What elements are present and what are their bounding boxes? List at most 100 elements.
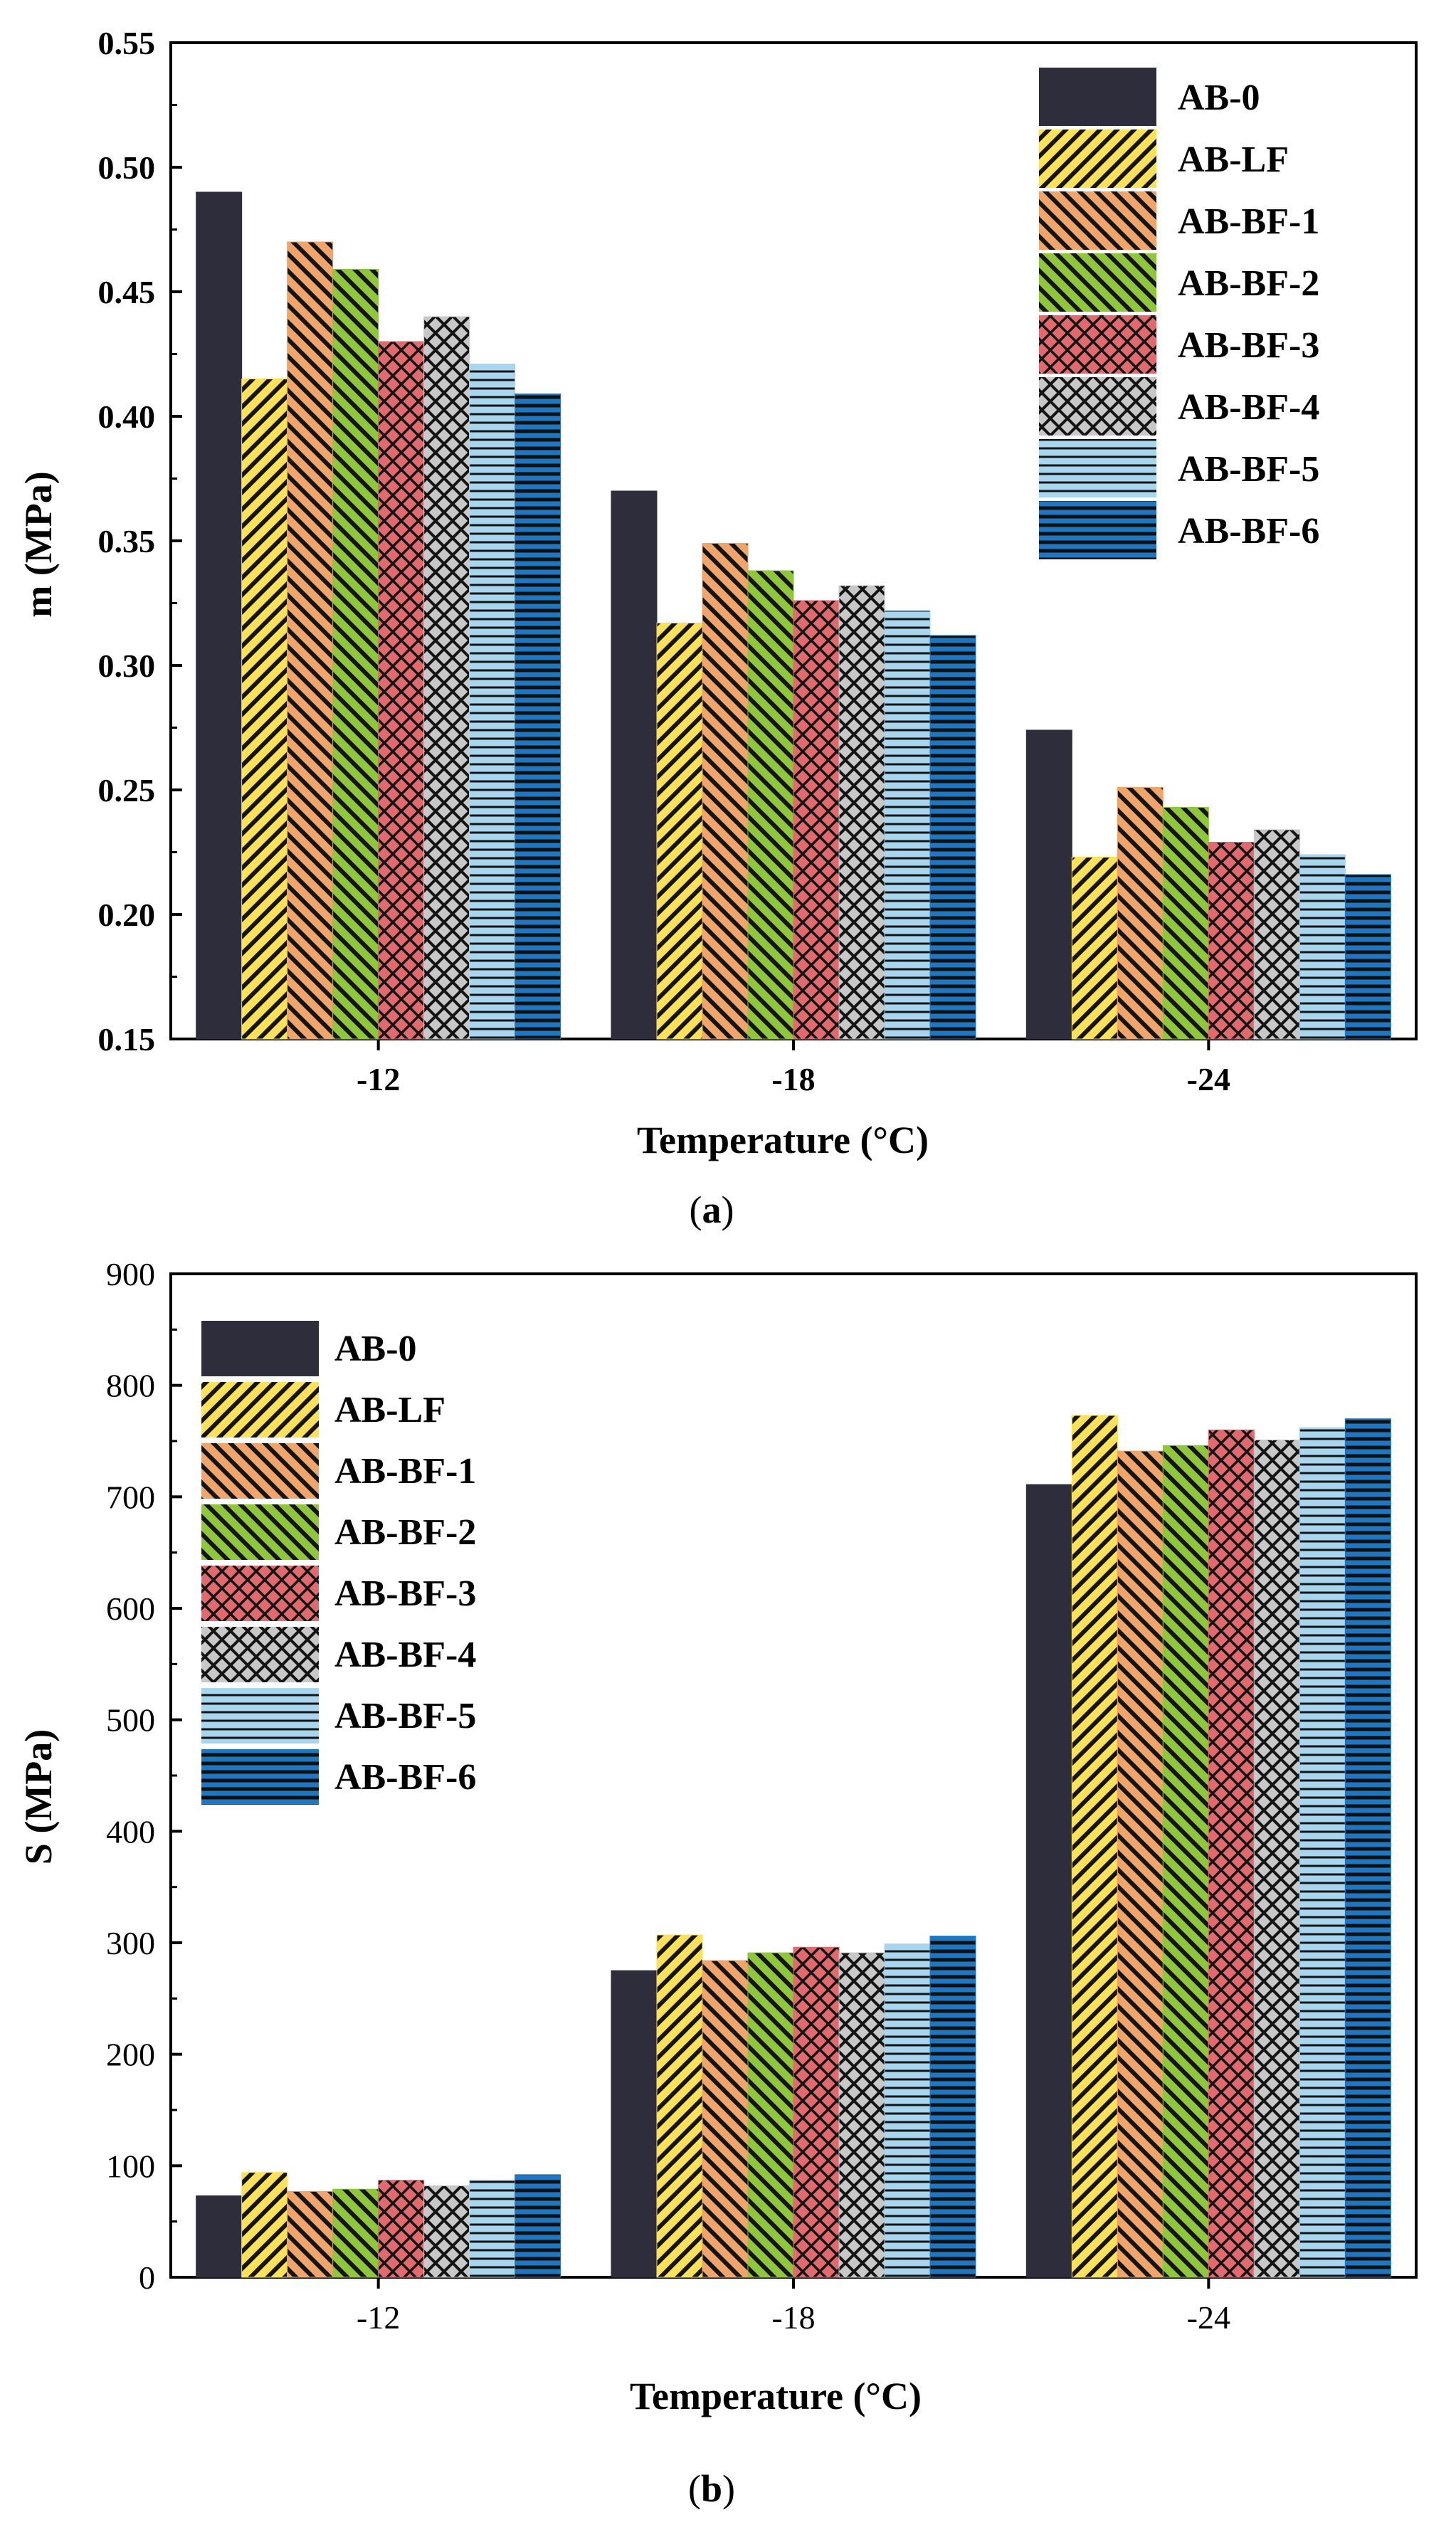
bar-ab-bf-3-minus12 [378, 2180, 425, 2278]
bar-ab-bf-2-minus18 [747, 1952, 794, 2278]
y-tick-label: 0.15 [98, 1021, 156, 1057]
y-tick-label: 0.30 [98, 648, 156, 684]
legend-swatch-ab-lf [201, 1382, 319, 1438]
svg-text:(b): (b) [688, 2467, 735, 2510]
y-tick-label: 800 [106, 1368, 155, 1404]
legend-swatch-ab-bf-6 [1039, 501, 1156, 559]
legend-swatch-ab-0 [1039, 68, 1156, 126]
bar-ab-bf-1-minus18 [702, 1960, 749, 2278]
bar-ab-bf-4-minus24 [1253, 829, 1300, 1040]
y-tick-label: 100 [106, 2148, 155, 2184]
legend: AB-0 AB-LF AB-BF-1 AB-BF-2 AB-BF-3 AB-BF-4 AB-… [201, 1321, 476, 1805]
legend-label: AB-BF-3 [334, 1573, 476, 1614]
x-tick-label: -18 [771, 1061, 815, 1097]
bar-ab-lf-minus12 [241, 379, 288, 1040]
y-tick-label: 0.35 [98, 523, 156, 559]
x-axis-label: Temperature (°C) [637, 1119, 929, 1161]
legend-swatch-ab-bf-4 [201, 1627, 319, 1682]
legend-swatch-ab-bf-5 [1039, 439, 1156, 497]
legend-label: AB-BF-3 [1178, 325, 1319, 366]
legend-label: AB-0 [1178, 78, 1260, 118]
bar-ab-bf-3-minus24 [1208, 1429, 1255, 2278]
legend-swatch-ab-bf-6 [201, 1749, 319, 1805]
panel-label: (a) [690, 1188, 734, 1231]
bar-ab-lf-minus18 [656, 623, 703, 1040]
bar-ab-bf-6-minus18 [929, 1936, 976, 2278]
y-tick-label: 700 [106, 1479, 155, 1515]
bar-ab-0-minus12 [196, 2195, 243, 2278]
bar-ab-bf-4-minus18 [838, 585, 885, 1040]
bar-ab-0-minus12 [196, 191, 243, 1040]
bar-ab-lf-minus24 [1071, 857, 1118, 1040]
legend-swatch-ab-bf-2 [1039, 253, 1156, 312]
bar-ab-bf-6-minus12 [515, 394, 561, 1040]
bar-ab-bf-4-minus18 [838, 1952, 885, 2278]
bar-ab-bf-5-minus18 [884, 610, 931, 1040]
bar-ab-bf-5-minus18 [884, 1943, 931, 2278]
legend-label: AB-BF-2 [334, 1512, 476, 1553]
legend-label: AB-BF-5 [1178, 449, 1319, 490]
y-tick-label: 300 [106, 1925, 155, 1961]
bar-ab-bf-6-minus24 [1344, 874, 1391, 1040]
bar-ab-bf-6-minus12 [515, 2174, 561, 2278]
bar-ab-bf-1-minus12 [287, 2190, 334, 2278]
y-tick-label: 900 [106, 1256, 155, 1292]
x-tick-label: -24 [1187, 1061, 1230, 1097]
bar-ab-bf-2-minus24 [1162, 1445, 1209, 2278]
legend-label: AB-BF-4 [1178, 387, 1319, 428]
legend-label: AB-BF-1 [1178, 201, 1319, 242]
y-axis-label: m (MPa) [17, 471, 60, 617]
bar-ab-bf-2-minus12 [332, 269, 379, 1040]
bar-ab-0-minus24 [1025, 1484, 1072, 2278]
bar-ab-bf-3-minus24 [1208, 842, 1255, 1040]
bar-ab-bf-1-minus18 [702, 543, 749, 1040]
bar-ab-lf-minus12 [241, 2172, 288, 2278]
y-tick-label: 0.20 [98, 897, 156, 933]
bar-ab-bf-2-minus24 [1162, 807, 1209, 1040]
panel-label-text: a [702, 1188, 722, 1231]
y-axis-label: S (MPa) [17, 1729, 60, 1864]
y-tick-label: 0.40 [98, 399, 156, 435]
legend-swatch-ab-lf [1039, 130, 1156, 188]
y-tick-label: 200 [106, 2037, 155, 2073]
legend-label: AB-BF-6 [1178, 511, 1319, 552]
x-tick-label: -12 [357, 1061, 400, 1097]
legend-swatch-ab-bf-4 [1039, 377, 1156, 436]
y-tick-label: 600 [106, 1591, 155, 1627]
panel-label: (b) [688, 2467, 735, 2510]
legend-label: AB-BF-5 [334, 1696, 476, 1736]
legend-label: AB-LF [334, 1390, 445, 1430]
legend-label: AB-BF-2 [1178, 263, 1319, 304]
bar-ab-bf-3-minus12 [378, 341, 425, 1040]
legend-swatch-ab-bf-3 [1039, 315, 1156, 374]
legend-swatch-ab-bf-2 [201, 1504, 319, 1560]
bar-ab-bf-4-minus24 [1253, 1439, 1300, 2278]
bar-ab-bf-2-minus18 [747, 570, 794, 1040]
bar-ab-bf-1-minus24 [1117, 1450, 1164, 2278]
legend-swatch-ab-0 [201, 1321, 319, 1376]
legend-label: AB-BF-4 [334, 1635, 476, 1675]
bar-ab-bf-5-minus12 [469, 364, 516, 1040]
bar-ab-lf-minus24 [1071, 1415, 1118, 2278]
y-tick-label: 0.25 [98, 772, 156, 808]
y-tick-label: 400 [106, 1813, 155, 1850]
legend-label: AB-BF-1 [334, 1451, 476, 1492]
legend: AB-0 AB-LF AB-BF-1 AB-BF-2 AB-BF-3 AB-BF-4 AB-… [1039, 68, 1319, 559]
bar-ab-bf-3-minus18 [793, 600, 840, 1040]
panel-label-text: b [701, 2467, 722, 2510]
bar-ab-bf-2-minus12 [332, 2188, 379, 2278]
bar-ab-bf-1-minus12 [287, 241, 334, 1040]
legend-swatch-ab-bf-1 [1039, 191, 1156, 250]
bar-ab-0-minus18 [611, 490, 658, 1040]
bar-ab-bf-4-minus12 [423, 316, 470, 1040]
bar-ab-bf-5-minus12 [469, 2180, 516, 2278]
bar-ab-bf-5-minus24 [1299, 854, 1346, 1040]
legend-label: AB-BF-6 [334, 1757, 476, 1798]
x-tick-label: -18 [771, 2299, 815, 2336]
svg-text:(a): (a) [690, 1188, 734, 1231]
legend-label: AB-LF [1178, 139, 1289, 180]
legend-label: AB-0 [334, 1329, 417, 1369]
y-tick-label: 0 [139, 2259, 155, 2296]
legend-swatch-ab-bf-3 [201, 1566, 319, 1621]
